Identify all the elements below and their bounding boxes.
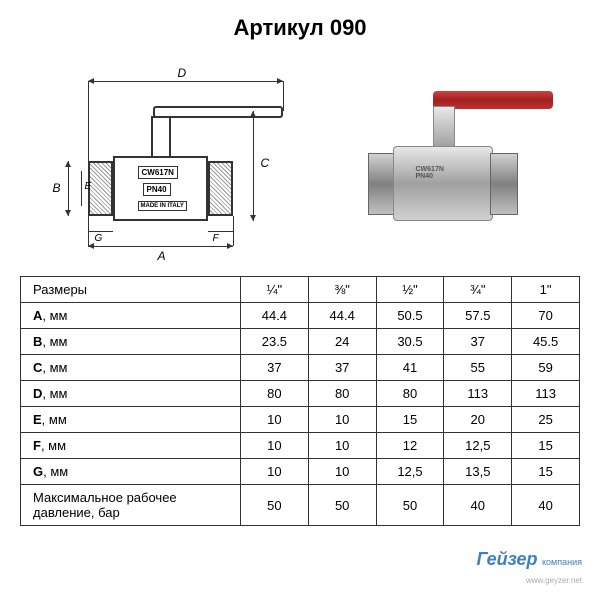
table-header-size: 1" — [512, 277, 580, 303]
body-marking-made: MADE IN ITALY — [138, 201, 187, 211]
valve-left-thread — [88, 161, 113, 216]
table-row: G, мм101012,513,515 — [21, 459, 580, 485]
table-cell: 59 — [512, 355, 580, 381]
table-cell: 113 — [512, 381, 580, 407]
table-cell: 50 — [308, 485, 376, 526]
footer-logo: Гейзер компания www.geyzer.net — [476, 549, 582, 588]
table-cell: 44.4 — [308, 303, 376, 329]
table-cell: 10 — [308, 407, 376, 433]
table-cell: 40 — [444, 485, 512, 526]
table-cell: 20 — [444, 407, 512, 433]
table-header-size: ¼" — [241, 277, 309, 303]
table-row: A, мм44.444.450.557.570 — [21, 303, 580, 329]
table-header-size: ⅜" — [308, 277, 376, 303]
table-cell: 45.5 — [512, 329, 580, 355]
table-row: E, мм1010152025 — [21, 407, 580, 433]
table-cell: 15 — [512, 459, 580, 485]
table-header-size: ½" — [376, 277, 444, 303]
table-row-label: A, мм — [21, 303, 241, 329]
table-cell: 50 — [376, 485, 444, 526]
table-cell: 24 — [308, 329, 376, 355]
table-cell: 25 — [512, 407, 580, 433]
table-cell: 37 — [241, 355, 309, 381]
diagram-area: D CW617N PN40 MADE IN ITALY C B E A G — [0, 51, 600, 261]
technical-drawing: D CW617N PN40 MADE IN ITALY C B E A G — [43, 61, 293, 251]
table-row-label: F, мм — [21, 433, 241, 459]
table-cell: 10 — [241, 407, 309, 433]
valve-stem-drawing — [151, 116, 171, 158]
table-cell: 50.5 — [376, 303, 444, 329]
table-row: B, мм23.52430.53745.5 — [21, 329, 580, 355]
dim-a-label: A — [158, 249, 166, 263]
table-row: Максимальное рабочее давление, бар505050… — [21, 485, 580, 526]
table-cell: 55 — [444, 355, 512, 381]
photo-thread-right — [490, 153, 518, 215]
table-cell: 13,5 — [444, 459, 512, 485]
valve-right-thread — [208, 161, 233, 216]
table-cell: 37 — [308, 355, 376, 381]
table-cell: 12,5 — [444, 433, 512, 459]
table-cell: 10 — [241, 459, 309, 485]
table-cell: 80 — [308, 381, 376, 407]
body-marking-cw: CW617N — [138, 166, 178, 179]
table-cell: 15 — [376, 407, 444, 433]
table-cell: 30.5 — [376, 329, 444, 355]
table-cell: 10 — [308, 459, 376, 485]
dim-g-label: G — [95, 233, 103, 244]
table-header-label: Размеры — [21, 277, 241, 303]
table-row-label: G, мм — [21, 459, 241, 485]
table-row-label: Максимальное рабочее давление, бар — [21, 485, 241, 526]
table-cell: 57.5 — [444, 303, 512, 329]
body-marking-pn: PN40 — [143, 183, 171, 196]
table-row-label: C, мм — [21, 355, 241, 381]
table-cell: 41 — [376, 355, 444, 381]
page-title: Артикул 090 — [0, 0, 600, 51]
table-cell: 12,5 — [376, 459, 444, 485]
table-cell: 10 — [241, 433, 309, 459]
table-row: C, мм3737415559 — [21, 355, 580, 381]
dim-d-label: D — [178, 66, 187, 80]
photo-stem — [433, 106, 455, 148]
table-cell: 12 — [376, 433, 444, 459]
dimensions-table: Размеры¼"⅜"½"¾"1"A, мм44.444.450.557.570… — [20, 276, 580, 526]
brand-url: www.geyzer.net — [526, 576, 582, 585]
table-cell: 15 — [512, 433, 580, 459]
dim-b-label: B — [53, 181, 61, 195]
photo-marking: CW617N PN40 — [416, 166, 444, 180]
dim-f-label: F — [213, 233, 219, 244]
table-cell: 44.4 — [241, 303, 309, 329]
table-cell: 37 — [444, 329, 512, 355]
product-photo: CW617N PN40 — [338, 61, 558, 251]
photo-body — [393, 146, 493, 221]
table-cell: 80 — [376, 381, 444, 407]
table-cell: 50 — [241, 485, 309, 526]
table-cell: 80 — [241, 381, 309, 407]
table-row: F, мм10101212,515 — [21, 433, 580, 459]
table-row-label: B, мм — [21, 329, 241, 355]
dim-e-label: E — [85, 181, 92, 192]
table-cell: 70 — [512, 303, 580, 329]
table-cell: 23.5 — [241, 329, 309, 355]
dim-c-label: C — [261, 156, 270, 170]
valve-handle-drawing — [153, 106, 283, 118]
table-row: D, мм808080113113 — [21, 381, 580, 407]
table-row-label: E, мм — [21, 407, 241, 433]
table-cell: 113 — [444, 381, 512, 407]
table-row-label: D, мм — [21, 381, 241, 407]
table-cell: 10 — [308, 433, 376, 459]
table-cell: 40 — [512, 485, 580, 526]
brand-sub: компания — [542, 557, 582, 567]
table-header-size: ¾" — [444, 277, 512, 303]
brand-name: Гейзер — [476, 549, 537, 569]
photo-thread-left — [368, 153, 396, 215]
